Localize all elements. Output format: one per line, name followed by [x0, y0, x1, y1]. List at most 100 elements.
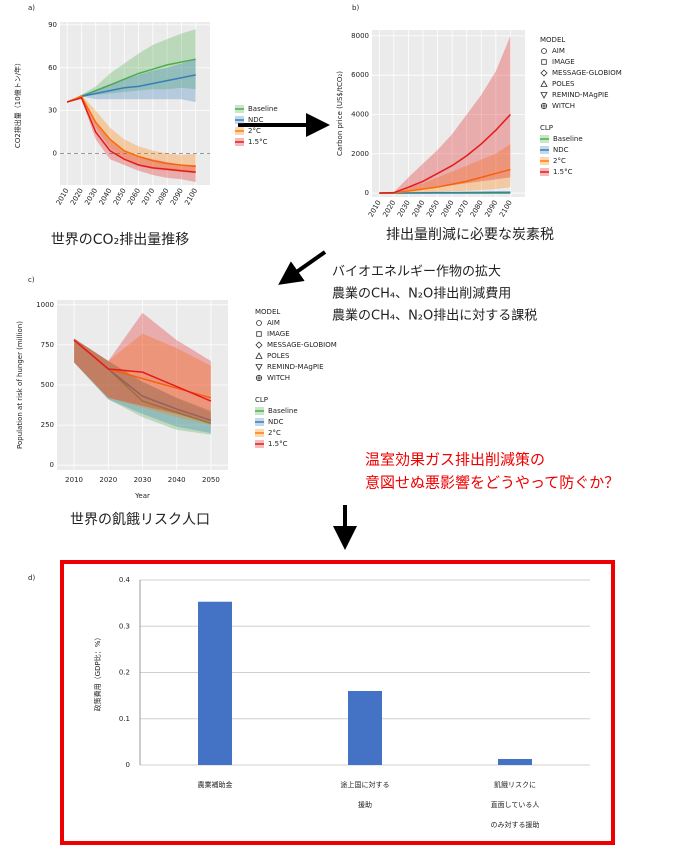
measure: 農業のCH₄、N₂O排出削減費用 [332, 286, 511, 302]
x-tick-label: 途上国に対する援助 [341, 780, 390, 809]
question: 意図せぬ悪影響をどうやって防ぐか？ [365, 474, 619, 492]
caption: 排出量削減に必要な炭素税 [386, 226, 554, 243]
y-tick-label: 0.1 [119, 715, 130, 723]
y-tick-label: 0 [50, 461, 54, 469]
legend-label: POLES [267, 352, 290, 360]
legend-label: 2°C [248, 127, 261, 135]
band [67, 96, 196, 183]
legend-label: WITCH [552, 102, 575, 110]
legend-label: AIM [267, 319, 280, 327]
y-tick-label: 90 [48, 21, 57, 29]
y-tick-label: 750 [41, 341, 54, 349]
legend-label: AIM [552, 47, 565, 55]
measure: バイオエネルギー作物の拡大 [332, 265, 501, 280]
legend-label: 2°C [553, 157, 566, 165]
measure: 農業のCH₄、N₂O排出に対する課税 [332, 308, 537, 324]
plot-area [372, 30, 525, 197]
legend-symbol [540, 92, 548, 99]
y-tick-label: 60 [48, 64, 57, 72]
band [379, 143, 511, 194]
legend-symbol [540, 80, 548, 87]
panel-label: c) [28, 276, 35, 284]
legend-symbol [541, 48, 547, 54]
band [379, 35, 511, 194]
y-tick-label: 4000 [351, 110, 369, 118]
legend-label: POLES [552, 80, 575, 88]
x-tick-label: 2070 [140, 187, 156, 206]
arrow [278, 250, 327, 285]
legend-title: MODEL [540, 36, 565, 44]
y-tick-label: 6000 [351, 71, 369, 79]
x-tick-label: 2020 [381, 199, 397, 218]
legend-symbol [256, 375, 262, 381]
x-tick-label: 飢餓リスクに直面している人のみ対する援助 [491, 780, 540, 829]
legend-label: MESSAGE-GLOBIOM [552, 69, 622, 77]
panel-label: d) [28, 574, 35, 582]
legend-title: CLP [255, 396, 268, 404]
x-tick-label: 2030 [83, 187, 99, 206]
y-axis-title: 政策費用（GDP比：%） [93, 634, 102, 712]
legend-label: IMAGE [552, 58, 575, 66]
y-axis-title: Population at risk of hunger (million) [16, 321, 24, 449]
x-tick-label: 2030 [134, 476, 152, 484]
legend-label: NDC [268, 418, 284, 426]
legend-symbol [255, 341, 263, 349]
legend-symbol [256, 331, 262, 337]
band [74, 312, 211, 424]
x-tick-label: 2060 [440, 199, 456, 218]
series-line [66, 95, 196, 168]
x-tick-label: 2050 [202, 476, 220, 484]
band [67, 59, 196, 103]
x-tick-label: 2100 [183, 187, 199, 206]
x-tick-label: 2100 [498, 199, 514, 218]
band [74, 338, 211, 435]
legend-label: 1.5°C [553, 168, 573, 176]
x-tick-label: 2090 [483, 199, 499, 218]
y-tick-label: 0 [365, 189, 369, 197]
legend-label: 1.5°C [268, 440, 288, 448]
y-tick-label: 0 [126, 761, 130, 769]
x-tick-label: 2010 [65, 476, 83, 484]
legend-symbol [255, 352, 263, 359]
series-line [379, 168, 511, 194]
x-tick-label: 2080 [155, 187, 171, 206]
legend-symbol [255, 364, 263, 371]
legend-label: Baseline [268, 407, 298, 415]
legend-label: REMIND-MAgPIE [552, 91, 609, 99]
x-tick-label: 2080 [469, 199, 485, 218]
band [67, 94, 196, 174]
panel-label: a) [28, 4, 35, 12]
legend-symbol [540, 69, 548, 77]
x-tick-label: 2060 [126, 187, 142, 206]
band [74, 333, 211, 426]
x-tick-label: 2070 [454, 199, 470, 218]
legend-symbol [541, 59, 547, 65]
legend-label: Baseline [248, 105, 278, 113]
x-tick-label: 2050 [425, 199, 441, 218]
y-tick-label: 250 [41, 421, 54, 429]
legend-symbol [256, 320, 262, 326]
y-tick-label: 500 [41, 381, 54, 389]
legend-title: CLP [540, 124, 553, 132]
y-tick-label: 2000 [351, 150, 369, 158]
y-tick-label: 0.4 [119, 576, 131, 584]
y-tick-label: 0.3 [119, 622, 130, 630]
legend-label: NDC [553, 146, 569, 154]
y-tick-label: 0.2 [119, 669, 130, 677]
bar [498, 758, 532, 765]
bar [198, 601, 232, 765]
annotations: バイオエネルギー作物の拡大 農業のCH₄、N₂O排出削減費用 農業のCH₄、N₂… [332, 265, 619, 492]
x-tick-label: 2010 [55, 187, 71, 206]
x-tick-label: 2010 [367, 199, 383, 218]
series-line [66, 74, 196, 103]
x-tick-label: 2040 [98, 187, 114, 206]
legend-label: 2°C [268, 429, 281, 437]
legend-label: IMAGE [267, 330, 290, 338]
panel-label: b) [352, 4, 359, 12]
legend-symbol [541, 103, 547, 109]
question: 温室効果ガス排出削減策の [365, 451, 545, 469]
series-line [66, 58, 196, 103]
y-axis-title: Carbon price (US$/tCO₂) [336, 71, 344, 156]
x-tick-label: 2040 [168, 476, 186, 484]
